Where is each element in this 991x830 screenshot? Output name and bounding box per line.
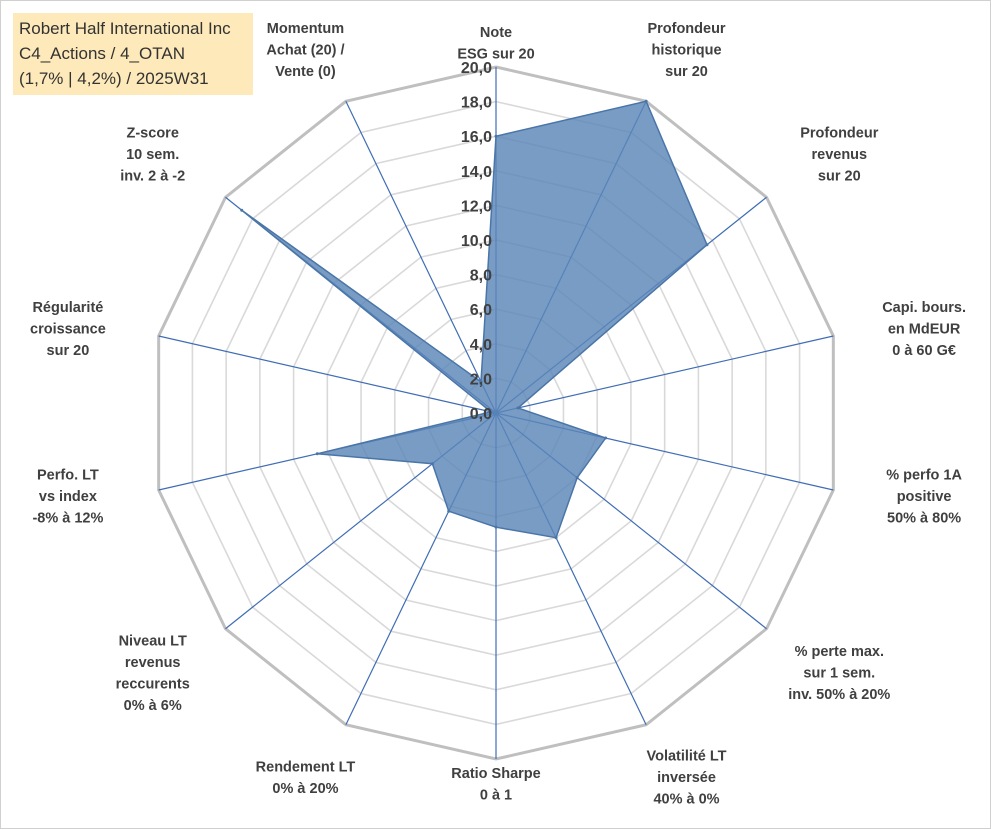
axis-label-line: Volatilité LT xyxy=(647,749,727,765)
tick-label: 6,0 xyxy=(470,302,492,319)
axis-label-line: % perfo 1A xyxy=(886,467,962,483)
axis-label-line: 0 à 60 G€ xyxy=(892,343,956,359)
data-point xyxy=(516,406,520,410)
axis-label-line: Profondeur xyxy=(647,21,725,37)
data-point xyxy=(575,476,579,480)
axis-label-line: Régularité xyxy=(32,300,103,316)
spoke-line xyxy=(345,101,497,414)
axis-label-line: 10 sem. xyxy=(126,147,179,163)
axis-label-line: sur 1 sem. xyxy=(803,666,875,682)
axis-label-line: ESG sur 20 xyxy=(457,47,534,63)
radar-axis-labels: Note ESG sur 20 Profondeur historique sur 20… xyxy=(30,21,966,808)
radar-tick-labels: 0,0 2,0 4,0 6,0 8,0 10,0 12,0 14,0 16,0 18,0 20,0 xyxy=(461,60,492,423)
axis-label-line: Z-score xyxy=(127,125,179,141)
axis-label-line: revenus xyxy=(811,147,867,163)
axis-label-line: Rendement LT xyxy=(256,759,356,775)
tick-label: 8,0 xyxy=(470,268,492,285)
axis-label-line: historique xyxy=(651,42,721,58)
tick-label: 12,0 xyxy=(461,198,492,215)
axis-label: Z-score 10 sem. inv. 2 à -2 xyxy=(120,125,185,184)
data-point xyxy=(604,436,608,440)
data-point xyxy=(494,134,498,138)
axis-label: Régularité croissance sur 20 xyxy=(30,300,106,359)
axis-label-line: 50% à 80% xyxy=(887,510,961,526)
axis-label-line: 0 à 1 xyxy=(480,788,512,804)
tick-label: 14,0 xyxy=(461,164,492,181)
tick-label: 2,0 xyxy=(470,371,492,388)
tick-label: 20,0 xyxy=(461,60,492,77)
axis-label-line: -8% à 12% xyxy=(32,510,103,526)
tick-label: 16,0 xyxy=(461,129,492,146)
tick-label: 4,0 xyxy=(470,337,492,354)
tick-label: 0,0 xyxy=(470,406,492,423)
title-line-1: Robert Half International Inc xyxy=(19,19,231,38)
axis-label-line: sur 20 xyxy=(818,168,861,184)
axis-label-line: sur 20 xyxy=(665,64,708,80)
axis-label-line: Momentum xyxy=(267,21,344,37)
tick-label: 10,0 xyxy=(461,233,492,250)
axis-label-line: vs index xyxy=(39,489,97,505)
axis-label-line: reccurents xyxy=(116,676,190,692)
axis-label-line: Niveau LT xyxy=(119,633,187,649)
data-point xyxy=(644,99,648,103)
radar-series xyxy=(240,99,709,540)
axis-label: Volatilité LT inversée 40% à 0% xyxy=(647,749,727,808)
axis-label: Capi. bours. en MdEUR 0 à 60 G€ xyxy=(882,300,966,359)
data-point xyxy=(430,462,434,466)
title-line-2: C4_Actions / 4_OTAN xyxy=(19,44,185,63)
axis-label-line: inversée xyxy=(657,770,716,786)
chart-title: Robert Half International Inc C4_Actions… xyxy=(13,13,253,95)
spoke-line xyxy=(495,335,834,414)
axis-label: Profondeur historique sur 20 xyxy=(647,21,725,80)
axis-label: % perfo 1A positive 50% à 80% xyxy=(886,467,962,526)
axis-label: Profondeur revenus sur 20 xyxy=(800,125,878,184)
data-point xyxy=(479,380,483,384)
axis-label-line: Vente (0) xyxy=(275,64,336,80)
axis-label-line: inv. 50% à 20% xyxy=(788,687,890,703)
axis-label-line: positive xyxy=(897,489,952,505)
axis-label-line: Achat (20) / xyxy=(266,42,344,58)
axis-label-line: revenus xyxy=(125,655,181,671)
axis-label-line: Note xyxy=(480,25,512,41)
data-point xyxy=(447,509,451,513)
axis-label-line: en MdEUR xyxy=(888,322,961,338)
data-point xyxy=(494,525,498,529)
axis-label-line: 0% à 20% xyxy=(272,781,338,797)
axis-label-line: Capi. bours. xyxy=(882,300,966,316)
axis-label: Rendement LT 0% à 20% xyxy=(256,759,356,797)
axis-label: Ratio Sharpe 0 à 1 xyxy=(451,766,540,804)
data-point xyxy=(240,208,244,212)
axis-label-line: Perfo. LT xyxy=(37,467,99,483)
tick-label: 18,0 xyxy=(461,95,492,112)
axis-label-line: Profondeur xyxy=(800,125,878,141)
axis-label: Perfo. LT vs index -8% à 12% xyxy=(32,467,103,526)
axis-label-line: 40% à 0% xyxy=(653,792,719,808)
axis-label-line: inv. 2 à -2 xyxy=(120,168,185,184)
axis-label: % perte max. sur 1 sem. inv. 50% à 20% xyxy=(788,644,890,703)
axis-label-line: 0% à 6% xyxy=(124,698,182,714)
data-point xyxy=(554,536,558,540)
axis-label: Momentum Achat (20) / Vente (0) xyxy=(266,21,344,80)
axis-label-line: Ratio Sharpe xyxy=(451,766,540,782)
axis-label-line: sur 20 xyxy=(47,343,90,359)
axis-label-line: % perte max. xyxy=(795,644,884,660)
axis-label: Niveau LT revenus reccurents 0% à 6% xyxy=(116,633,190,714)
spoke-line xyxy=(158,335,497,414)
axis-label: Note ESG sur 20 xyxy=(457,25,534,63)
data-point xyxy=(489,410,493,414)
title-line-3: (1,7% | 4,2%) / 2025W31 xyxy=(19,69,209,88)
axis-label-line: croissance xyxy=(30,322,106,338)
data-point xyxy=(315,452,319,456)
data-point xyxy=(705,243,709,247)
